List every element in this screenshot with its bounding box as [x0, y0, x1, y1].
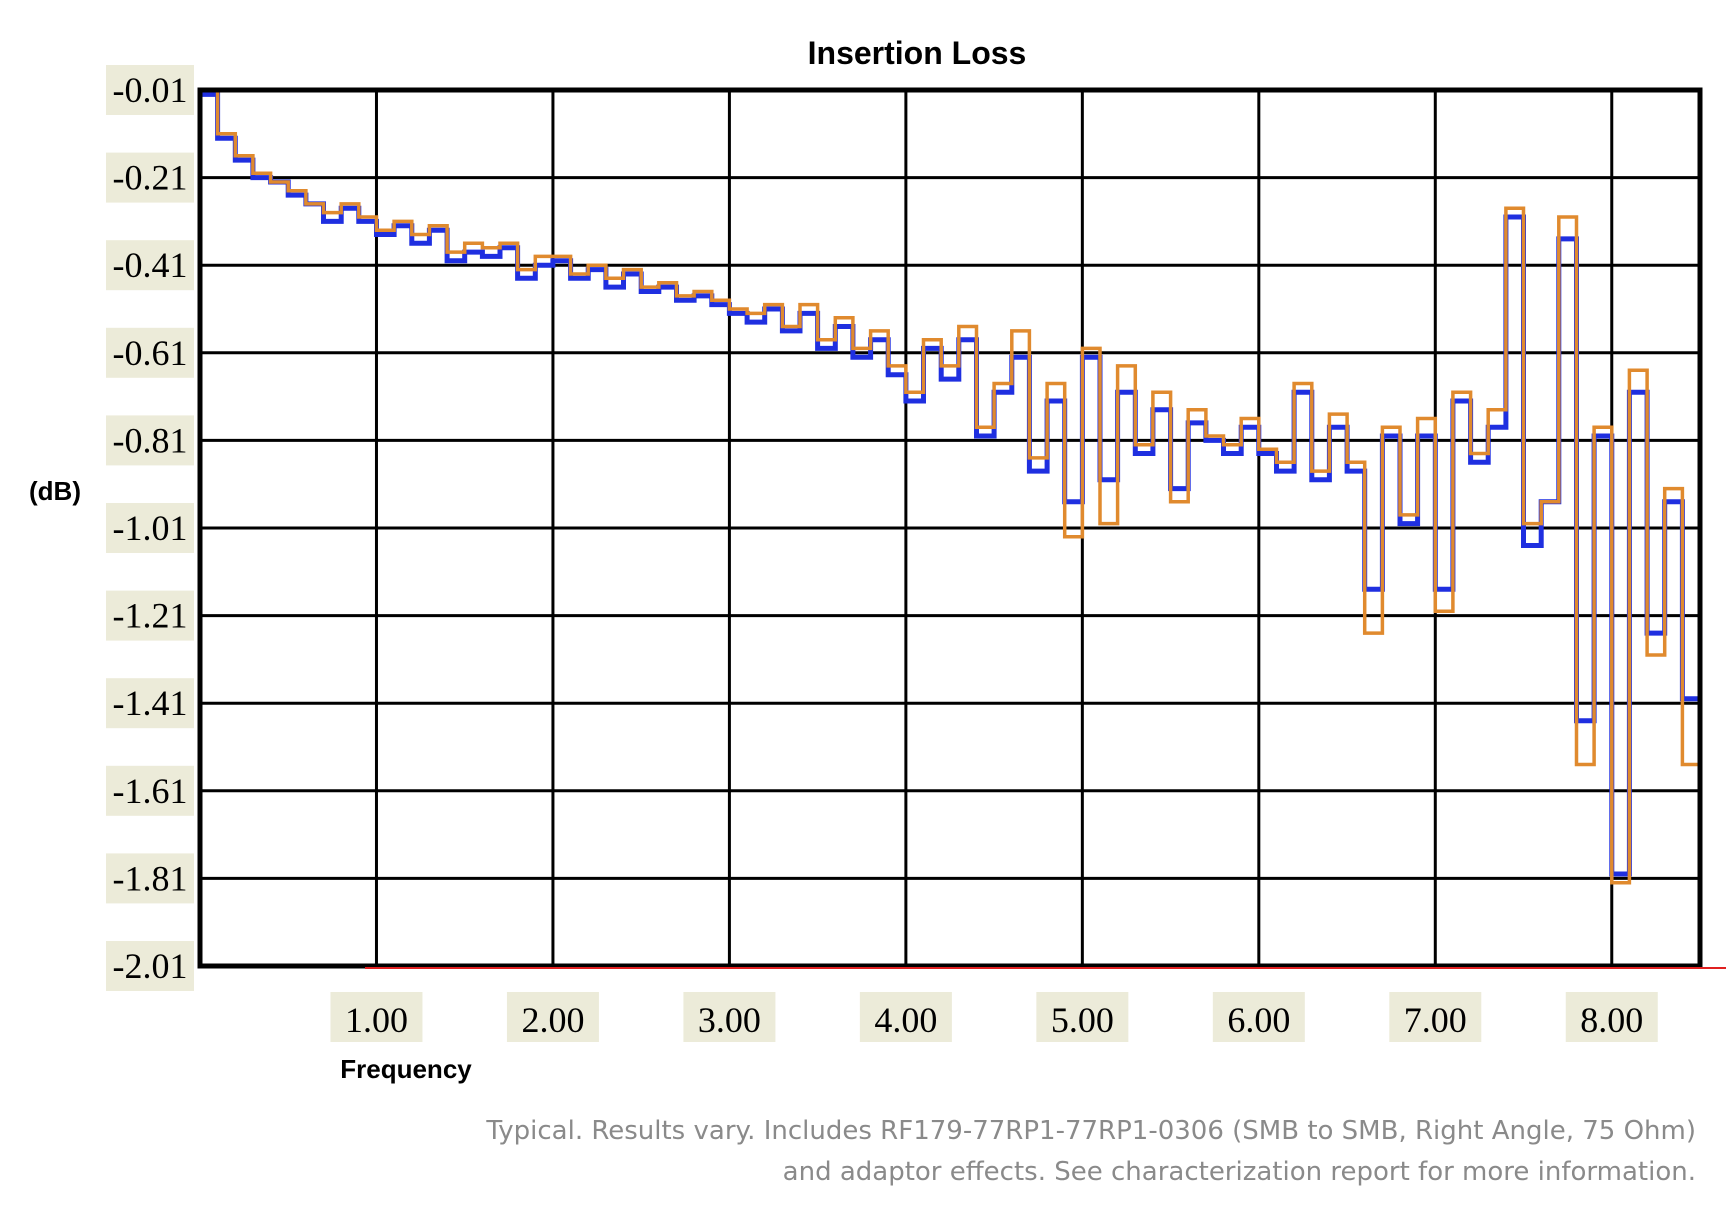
- x-tick-label-bg: [1389, 992, 1482, 1042]
- y-tick-label-bg: [106, 590, 194, 641]
- y-axis-ticks: -0.01 -0.21 -0.41 -0.61 -0.81 -1.01 -1.21 -1.41…: [106, 65, 194, 991]
- y-tick-label: -1.61: [113, 771, 188, 811]
- y-tick-label: -1.81: [113, 858, 188, 898]
- x-tick-label-bg: [506, 992, 599, 1042]
- y-tick-label-bg: [106, 765, 194, 816]
- y-tick-label-bg: [106, 240, 194, 291]
- x-tick-label-bg: [1036, 992, 1129, 1042]
- y-axis-label: (dB): [29, 476, 81, 506]
- y-tick-label: -0.61: [113, 333, 188, 373]
- x-tick-label-bg: [330, 992, 423, 1042]
- y-tick-label-bg: [106, 941, 194, 991]
- y-tick-label-bg: [106, 853, 194, 904]
- x-tick-label: 2.00: [521, 1000, 584, 1040]
- chart-title: Insertion Loss: [808, 35, 1027, 71]
- x-tick-label-bg: [683, 992, 776, 1042]
- data-series: [200, 88, 1703, 885]
- y-tick-label: -0.81: [113, 420, 188, 460]
- y-tick-label: -1.41: [113, 683, 188, 723]
- x-tick-label: 5.00: [1051, 1000, 1114, 1040]
- y-tick-label-bg: [106, 152, 194, 203]
- y-tick-label: -1.01: [113, 508, 188, 548]
- x-tick-label-bg: [1212, 992, 1305, 1042]
- y-tick-label-bg: [106, 327, 194, 378]
- x-tick-label: 8.00: [1580, 1000, 1643, 1040]
- y-tick-label-bg: [106, 678, 194, 729]
- x-tick-label: 1.00: [345, 1000, 408, 1040]
- x-tick-label: 6.00: [1227, 1000, 1290, 1040]
- y-tick-label: -0.01: [113, 70, 188, 110]
- x-tick-label: 3.00: [698, 1000, 761, 1040]
- x-axis-ticks: 1.00 2.00 3.00 4.00 5.00 6.00 7.00 8.00: [330, 992, 1658, 1042]
- plot-frame: [197, 87, 1703, 969]
- x-axis-label: Frequency: [340, 1054, 472, 1084]
- y-tick-label: -0.41: [113, 245, 188, 285]
- x-tick-label: 7.00: [1404, 1000, 1467, 1040]
- y-tick-label: -0.21: [113, 158, 188, 198]
- y-tick-label: -1.21: [113, 596, 188, 636]
- y-tick-label: -2.01: [113, 946, 188, 986]
- footnote-line-2: and adaptor effects. See characterizatio…: [782, 1157, 1696, 1187]
- footnote-line-1: Typical. Results vary. Includes RF179-77…: [486, 1116, 1696, 1146]
- y-tick-label-bg: [106, 415, 194, 466]
- x-tick-label-bg: [859, 992, 952, 1042]
- y-tick-label-bg: [106, 503, 194, 553]
- series-line-b: [200, 88, 1702, 885]
- x-tick-label-bg: [1565, 992, 1658, 1042]
- y-tick-label-bg: [106, 65, 194, 115]
- x-tick-label: 4.00: [874, 1000, 937, 1040]
